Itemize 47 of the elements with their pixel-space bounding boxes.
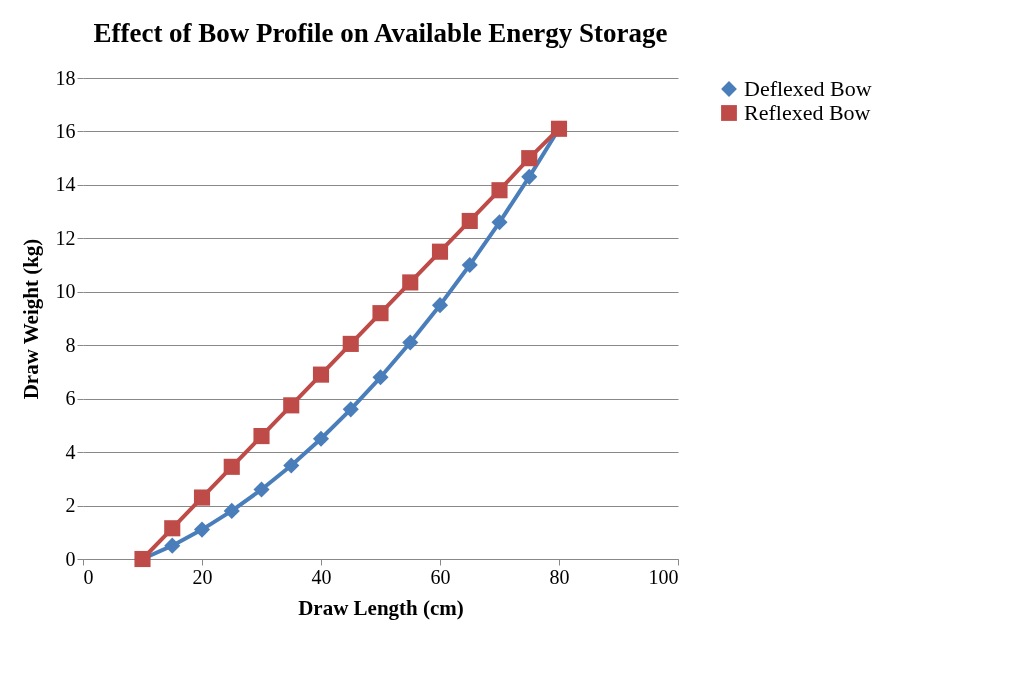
y-tick-label: 10 [55, 280, 76, 303]
y-tick-label: 12 [55, 226, 76, 249]
point [402, 334, 419, 351]
y-tick-label: 2 [65, 494, 76, 517]
x-tick-label: 20 [192, 565, 213, 588]
y-axis-title: Draw Weight (kg) [18, 238, 43, 400]
point [283, 457, 300, 474]
point [193, 489, 211, 506]
y-tick-label: 14 [55, 173, 76, 196]
x-tick-label: 40 [311, 565, 332, 588]
point [312, 366, 330, 383]
point [491, 182, 508, 199]
y-tick-label: 18 [55, 66, 76, 89]
point [491, 214, 508, 231]
point [223, 502, 240, 519]
point [342, 401, 359, 418]
point [402, 274, 419, 291]
legend-label: Reflexed Bow [744, 100, 871, 125]
point [372, 369, 389, 386]
y-tick-label: 16 [55, 119, 76, 142]
point [461, 256, 478, 274]
point [521, 150, 538, 167]
x-tick-label: 0 [83, 565, 94, 588]
x-tick-label: 80 [549, 565, 570, 588]
point [312, 430, 330, 447]
point [342, 335, 359, 352]
x-tick-label: 100 [648, 565, 679, 588]
y-tick-label: 6 [65, 387, 76, 410]
point [253, 428, 270, 445]
legend-label: Deflexed Bow [744, 76, 872, 101]
chart-title: Effect of Bow Profile on Available Energy Storage [93, 18, 668, 48]
y-tick-label: 0 [65, 547, 76, 570]
y-tick-label: 8 [65, 333, 76, 356]
point [193, 521, 211, 538]
point [253, 481, 270, 498]
point [431, 297, 449, 314]
x-axis-title: Draw Length (cm) [298, 595, 464, 620]
point [164, 520, 181, 537]
point [164, 537, 181, 554]
point [372, 305, 389, 322]
point [283, 397, 300, 414]
point [431, 243, 449, 260]
point [461, 212, 478, 230]
x-tick-label: 60 [430, 565, 451, 588]
point [223, 458, 240, 475]
y-tick-label: 4 [65, 440, 76, 463]
point [521, 168, 538, 185]
